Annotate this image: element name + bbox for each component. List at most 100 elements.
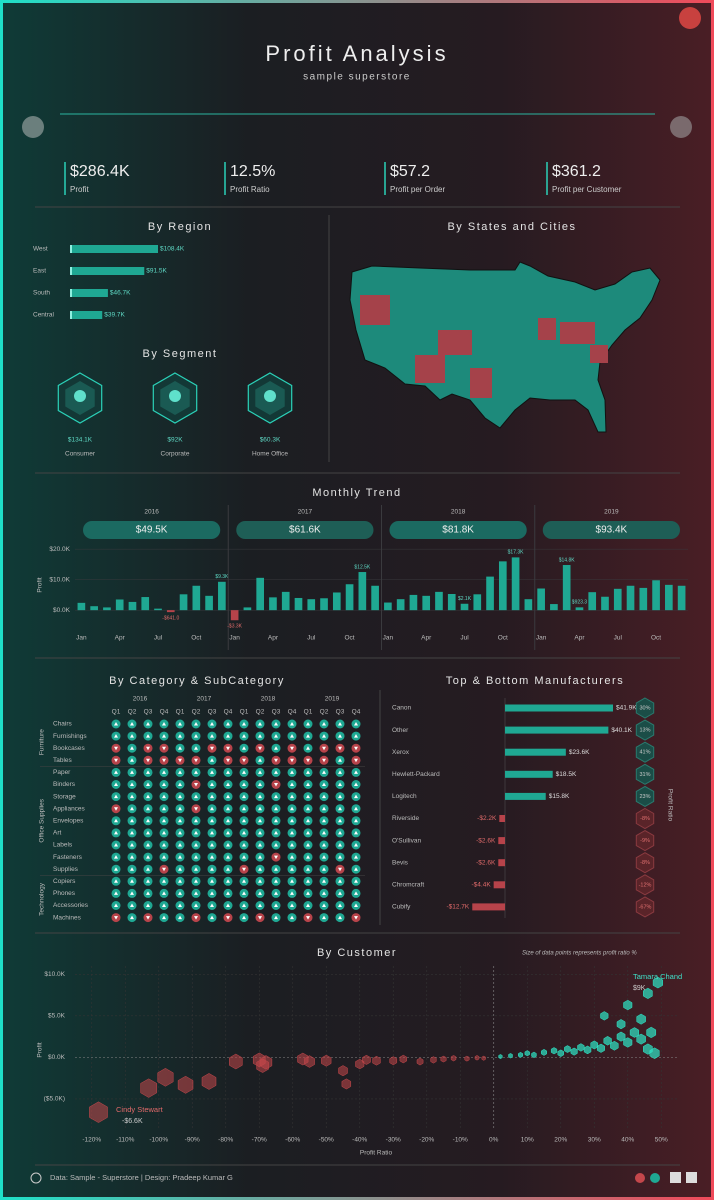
trend-bar [601, 596, 609, 611]
annotation-name: Tamara Chand [633, 972, 682, 981]
subcategory-label: Storage [53, 793, 76, 800]
filter-button[interactable] [22, 116, 44, 138]
trend-bar [332, 592, 341, 611]
customer-point [616, 1031, 626, 1042]
kpi-label: Profit Ratio [230, 185, 270, 194]
matrix-arrow [242, 843, 246, 847]
y-tick-label: $5.0K [48, 1013, 66, 1020]
matrix-arrow [354, 770, 358, 774]
matrix-arrow [242, 867, 246, 872]
calendar-button[interactable] [670, 116, 692, 138]
matrix-arrow [354, 734, 358, 738]
ratio-label: 41% [639, 750, 650, 756]
matrix-arrow [194, 903, 198, 907]
x-tick-label: -50% [319, 1137, 334, 1144]
manufacturer-value: -$2.6K [476, 837, 496, 844]
customer-point [646, 1026, 657, 1039]
social-icon[interactable] [635, 1173, 645, 1183]
matrix-arrow [354, 794, 358, 799]
matrix-arrow [194, 843, 198, 847]
twitter-icon[interactable] [670, 1172, 681, 1183]
matrix-arrow [178, 830, 182, 835]
logo [679, 7, 701, 29]
matrix-arrow [226, 843, 230, 847]
matrix-arrow [338, 903, 342, 907]
matrix-arrow [210, 770, 214, 774]
category-label: Office Supplies [39, 798, 46, 842]
matrix-arrow [130, 855, 134, 859]
linkedin-icon[interactable] [686, 1172, 697, 1183]
annotation-value: $9K [633, 985, 646, 992]
x-tick-label: -120% [82, 1137, 101, 1144]
matrix-arrow [306, 879, 310, 883]
bottom-edge [0, 1197, 714, 1200]
matrix-arrow [242, 879, 246, 883]
x-tick-label: 20% [554, 1137, 567, 1144]
social-icon[interactable] [650, 1173, 660, 1183]
x-tick-label: 0% [489, 1137, 499, 1144]
ratio-hex [635, 785, 655, 807]
segment-label: Corporate [161, 451, 190, 458]
matrix-quarter: Q1 [112, 709, 121, 716]
matrix-arrow [114, 807, 118, 811]
matrix-arrow [178, 818, 182, 823]
matrix-quarter: Q2 [192, 709, 201, 716]
ratio-label: 31% [639, 772, 650, 778]
subcategory-label: Copiers [53, 878, 76, 885]
matrix-arrow [338, 843, 342, 847]
matrix-arrow [322, 879, 326, 883]
subcategory-label: Bookcases [53, 745, 86, 752]
region-bar-cap [70, 311, 72, 319]
customer-point [430, 1056, 437, 1064]
x-tick-label: Apr [115, 635, 126, 642]
matrix-arrow [162, 782, 166, 786]
matrix-arrow [162, 915, 166, 920]
matrix-arrow [146, 879, 150, 883]
matrix-arrow [210, 734, 214, 738]
matrix-arrow [322, 843, 326, 847]
manufacturer-name: Hewlett-Packard [392, 771, 440, 778]
customer-point [623, 999, 633, 1011]
matrix-arrow [306, 722, 310, 726]
matrix-arrow [146, 843, 150, 847]
matrix-arrow [162, 806, 166, 811]
matrix-arrow [306, 818, 310, 823]
matrix-arrow [354, 830, 358, 835]
matrix-arrow [194, 746, 198, 750]
matrix-arrow [306, 734, 310, 738]
matrix-quarter: Q1 [240, 709, 249, 716]
matrix-arrow [162, 891, 166, 895]
kpi-label: Profit [70, 185, 89, 194]
x-tick-label: Oct [498, 635, 508, 642]
matrix-arrow [258, 722, 262, 726]
x-tick-label: Apr [268, 635, 279, 642]
matrix-arrow [354, 818, 358, 823]
matrix-arrow [194, 916, 198, 920]
trend-bar [588, 592, 597, 611]
trend-bar [103, 607, 111, 611]
dividers [35, 206, 680, 1166]
ratio-hex [635, 852, 655, 874]
x-tick-label: 40% [621, 1137, 634, 1144]
trend-value-label: $12.5K [354, 564, 371, 570]
matrix-arrow [338, 722, 342, 726]
subcategory-label: Furnishings [53, 733, 87, 740]
manufacturer-bar [505, 726, 609, 734]
trend-bar [562, 565, 571, 611]
matrix-arrow [322, 770, 326, 774]
ratio-hex [635, 874, 655, 896]
x-tick-label: -110% [116, 1137, 135, 1144]
matrix-arrow [226, 806, 230, 811]
matrix-arrow [258, 758, 262, 762]
matrix-arrow [114, 818, 118, 823]
customer-point [399, 1054, 407, 1064]
region-bar [70, 311, 103, 319]
matrix-arrow [258, 806, 262, 811]
matrix-arrow [306, 855, 310, 859]
matrix-arrow [162, 734, 166, 738]
left-edge [0, 0, 3, 1200]
trend-bar [460, 603, 469, 611]
trend-bar [218, 581, 226, 611]
trend-bar [154, 608, 162, 611]
matrix-arrow [242, 794, 246, 799]
